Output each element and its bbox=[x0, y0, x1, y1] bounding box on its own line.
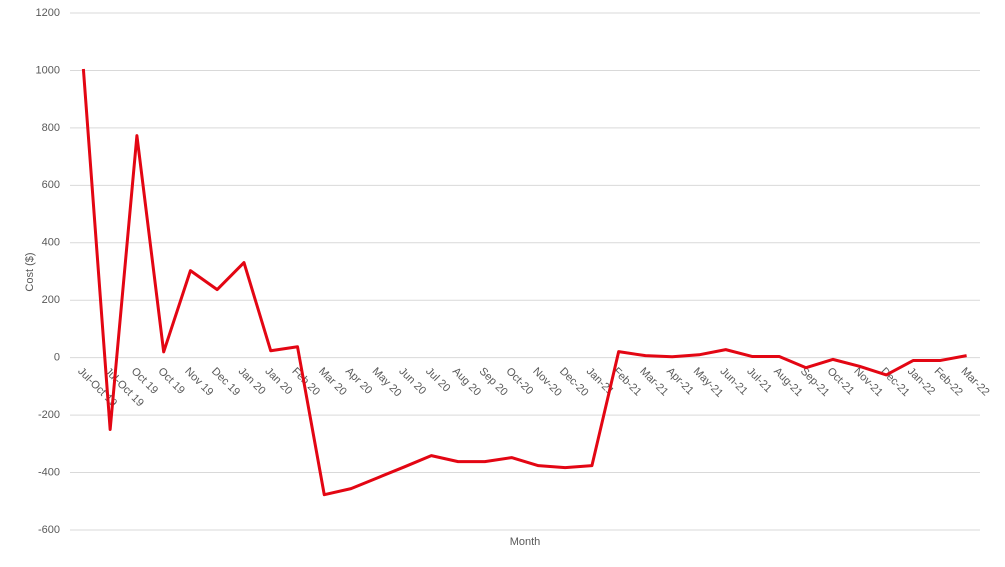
x-tick-label: Apr 20 bbox=[343, 365, 374, 396]
y-tick-label: 200 bbox=[42, 294, 60, 306]
x-tick-label: Mar 20 bbox=[316, 365, 349, 398]
x-tick-label: Dec 19 bbox=[209, 365, 242, 398]
x-tick-label: Jul 20 bbox=[423, 365, 452, 394]
y-tick-label: 600 bbox=[42, 179, 60, 191]
x-tick-label: Sep 20 bbox=[477, 365, 510, 398]
x-axis-label: Month bbox=[510, 536, 541, 548]
x-tick-label: Sep-21 bbox=[798, 365, 832, 399]
x-tick-label: Jan 20 bbox=[236, 365, 268, 397]
y-tick-label: 800 bbox=[42, 122, 60, 134]
y-tick-label: -600 bbox=[38, 524, 60, 536]
y-axis-label: Cost ($) bbox=[24, 252, 36, 291]
x-tick-label: Oct 19 bbox=[156, 365, 187, 396]
x-tick-label: Feb-22 bbox=[932, 365, 965, 398]
x-tick-label: Mar-21 bbox=[637, 365, 670, 398]
x-tick-label: Aug-21 bbox=[771, 365, 805, 399]
x-tick-label: Aug 20 bbox=[450, 365, 483, 398]
x-tick-label: Mar-22 bbox=[958, 365, 991, 398]
y-tick-label: 0 bbox=[54, 352, 60, 364]
data-line bbox=[81, 68, 967, 497]
x-tick-label: Nov-20 bbox=[530, 365, 564, 399]
x-tick-label: Apr-21 bbox=[664, 365, 696, 397]
x-tick-label: Dec-20 bbox=[557, 365, 591, 399]
x-tick-label: Nov 19 bbox=[182, 365, 215, 398]
y-tick-label: 1000 bbox=[36, 64, 60, 76]
y-tick-label: 1200 bbox=[36, 7, 60, 19]
x-tick-label: Jan-22 bbox=[905, 365, 937, 397]
y-tick-label: -200 bbox=[38, 409, 60, 421]
x-tick-label: Oct-20 bbox=[503, 365, 535, 397]
y-tick-label: 400 bbox=[42, 237, 60, 249]
x-tick-label: Jul-21 bbox=[744, 365, 774, 395]
x-tick-label: Jan 20 bbox=[263, 365, 295, 397]
y-tick-label: -400 bbox=[38, 466, 60, 478]
